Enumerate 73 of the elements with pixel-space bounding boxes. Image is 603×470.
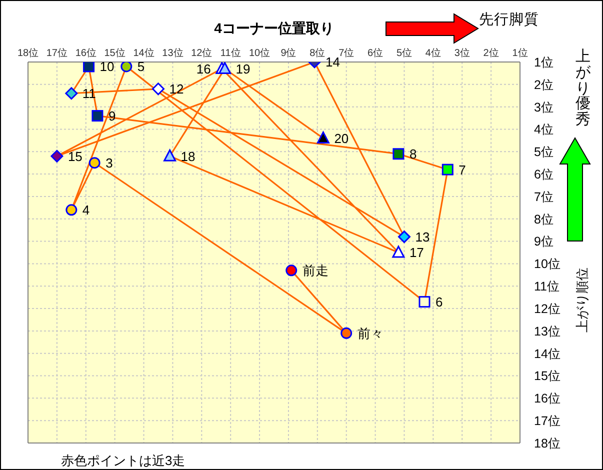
point — [442, 164, 454, 176]
x-tick-label: 2位 — [483, 47, 499, 59]
y-tick-label: 5位 — [534, 145, 554, 160]
y-tick-label: 9位 — [534, 234, 554, 249]
x-tick-label: 8位 — [310, 47, 326, 59]
y-tick-label: 14位 — [534, 346, 561, 361]
y-tick-label: 12位 — [534, 302, 561, 316]
x-tick-label: 9位 — [280, 47, 296, 59]
point — [50, 150, 64, 162]
annotation: 16 — [196, 61, 211, 76]
annotation: 14 — [326, 54, 340, 70]
x-tick-label: 1位 — [512, 47, 528, 59]
y-tick-label: 2位 — [534, 78, 554, 92]
point — [65, 87, 78, 100]
annotation: 3 — [106, 156, 113, 171]
annotation: 前々 — [357, 326, 384, 341]
point — [164, 149, 176, 162]
x-axis-title: 4コーナー位置取り — [214, 20, 334, 36]
point — [83, 62, 95, 72]
y-axis-title: 上がり順位 — [574, 268, 590, 333]
point — [88, 157, 100, 169]
y-tick-label: 16位 — [534, 392, 561, 406]
y-tick-label: 11位 — [534, 280, 560, 294]
x-tick-label: 13位 — [162, 47, 184, 59]
annotation: 10 — [100, 59, 114, 74]
point — [66, 204, 78, 216]
x-tick-label: 16位 — [75, 47, 96, 59]
annotation: 6 — [435, 294, 443, 310]
x-tick-label: 4位 — [425, 47, 441, 59]
x-tick-label: 3位 — [454, 47, 470, 59]
x-tick-label: 17位 — [46, 47, 68, 59]
text: 先行脚質 — [479, 12, 539, 28]
annotation: 15 — [68, 148, 82, 164]
y-tick-label: 10位 — [534, 257, 561, 272]
y-tick-label: 7位 — [534, 190, 554, 204]
y-tick-label: 8位 — [534, 212, 554, 226]
annotation: 13 — [415, 229, 430, 244]
annotation: 4 — [82, 202, 90, 218]
x-tick-label: 11位 — [220, 47, 241, 59]
x-tick-label: 10位 — [248, 47, 270, 59]
x-tick-label: 15位 — [104, 47, 126, 59]
y-tick-label: 15位 — [534, 369, 561, 384]
y-tick-label: 6位 — [534, 167, 554, 182]
annotation: 前走 — [302, 263, 328, 278]
point — [392, 148, 404, 160]
point — [120, 62, 132, 72]
x-tick-label: 18位 — [17, 47, 39, 59]
point — [398, 230, 410, 244]
x-tick-label: 12位 — [191, 47, 212, 59]
annotation: 5 — [137, 59, 145, 74]
point — [316, 131, 330, 144]
point — [418, 296, 430, 308]
x-tick-label: 6位 — [368, 47, 384, 59]
point — [92, 110, 104, 122]
text: 赤色ポイントは近3走 — [61, 453, 186, 468]
y-tick-label: 18位 — [534, 436, 561, 450]
annotation: 8 — [409, 146, 417, 162]
annotation: 20 — [334, 130, 349, 146]
y-tick-label: 3位 — [534, 100, 554, 114]
point — [286, 264, 298, 276]
y-tick-label: 17位 — [534, 414, 561, 428]
annotation: 19 — [236, 61, 250, 76]
y-tick-label: 4位 — [534, 122, 554, 137]
x-tick-label: 14位 — [133, 47, 154, 59]
point — [340, 327, 352, 339]
point — [218, 62, 232, 74]
y-tick-label: 13位 — [534, 324, 561, 338]
x-tick-label: 5位 — [396, 47, 412, 59]
annotation: 7 — [458, 162, 466, 178]
annotation: 17 — [409, 245, 424, 260]
text: 上がり優秀 — [575, 48, 591, 128]
x-tick-label: 7位 — [338, 47, 354, 59]
annotation: 18 — [180, 148, 196, 164]
